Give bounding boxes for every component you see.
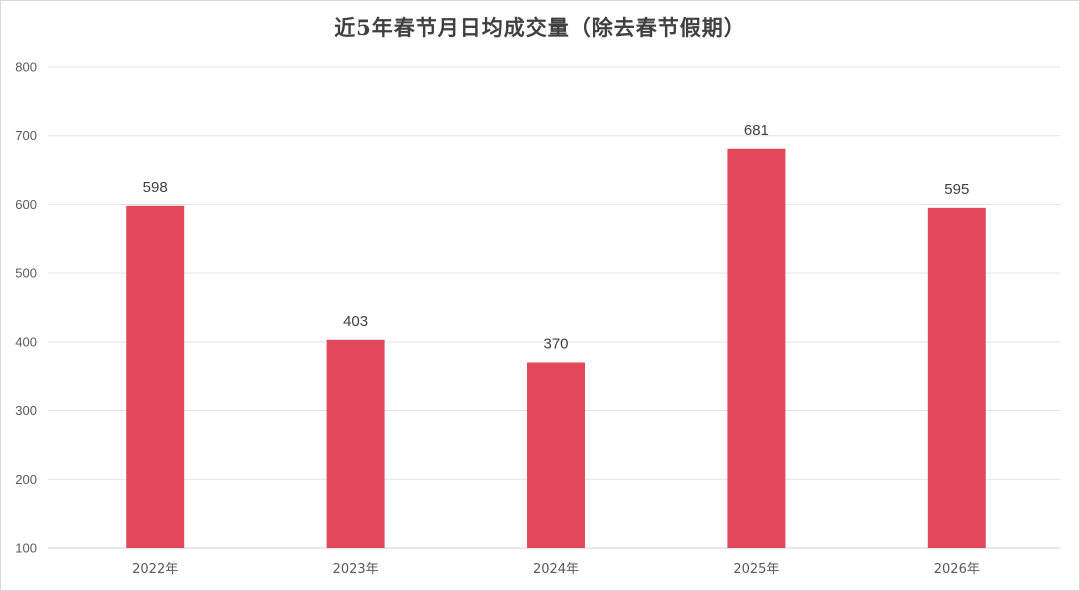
x-tick-label: 2022年 <box>132 562 178 577</box>
y-tick-label: 500 <box>15 266 37 281</box>
y-tick-label: 700 <box>15 128 37 143</box>
bars <box>126 148 986 548</box>
data-label: 681 <box>744 122 769 139</box>
bar <box>527 362 585 548</box>
y-tick-label: 800 <box>15 60 37 75</box>
data-label: 598 <box>143 179 168 196</box>
y-tick-label: 300 <box>15 403 37 418</box>
data-labels: 598 403 370 681 595 <box>143 122 970 353</box>
bar <box>126 205 185 548</box>
chart-title: 近5年春节月日均成交量（除去春节假期） <box>334 15 746 40</box>
x-tick-label: 2026年 <box>934 562 980 577</box>
x-tick-label: 2023年 <box>333 562 379 577</box>
data-label: 370 <box>543 335 568 352</box>
y-tick-label: 400 <box>15 334 37 349</box>
y-tick-label: 200 <box>15 472 37 487</box>
bar <box>326 339 385 548</box>
x-tick-label: 2025年 <box>733 562 779 577</box>
bar <box>927 207 986 548</box>
y-tick-label: 600 <box>15 197 37 212</box>
y-tick-label: 100 <box>15 541 37 556</box>
y-axis: 100 200 300 400 500 600 700 800 <box>15 60 37 556</box>
x-axis: 2022年 2023年 2024年 2025年 2026年 <box>132 562 980 577</box>
x-tick-label: 2024年 <box>533 562 579 577</box>
data-label: 403 <box>343 313 368 330</box>
bar <box>727 148 786 548</box>
data-label: 595 <box>944 181 969 198</box>
